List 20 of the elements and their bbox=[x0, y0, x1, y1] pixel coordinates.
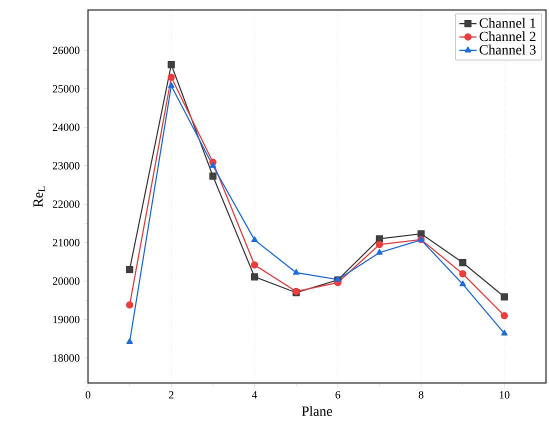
y-tick-label: 24000 bbox=[52, 124, 80, 131]
y-tick-label: 22000 bbox=[52, 200, 80, 208]
y-tick-label: 23000 bbox=[52, 162, 80, 170]
y-tick-label: 19000 bbox=[53, 316, 80, 324]
y-tick-label: 21000 bbox=[52, 238, 80, 246]
y-tick-label: 18000 bbox=[53, 354, 80, 362]
x-axis-title: Plane bbox=[302, 406, 332, 416]
x-tick-label: 2 bbox=[169, 391, 174, 398]
x-tick-label: 4 bbox=[252, 391, 258, 398]
legend-label: Channel 3 bbox=[480, 44, 536, 55]
x-tick-label: 8 bbox=[418, 391, 424, 399]
y-axis-title: Re$_{L}$ bbox=[34, 186, 45, 208]
x-tick-label: 6 bbox=[336, 391, 340, 399]
x-tick-label: 10 bbox=[500, 391, 510, 399]
legend-label: Channel 1 bbox=[480, 18, 536, 28]
y-tick-label: 20000 bbox=[52, 277, 80, 285]
legend-label: Channel 2 bbox=[480, 31, 536, 42]
y-tick-label: 26000 bbox=[52, 46, 80, 54]
x-tick-label: 0 bbox=[86, 391, 90, 399]
y-tick-label: 25000 bbox=[52, 85, 80, 93]
